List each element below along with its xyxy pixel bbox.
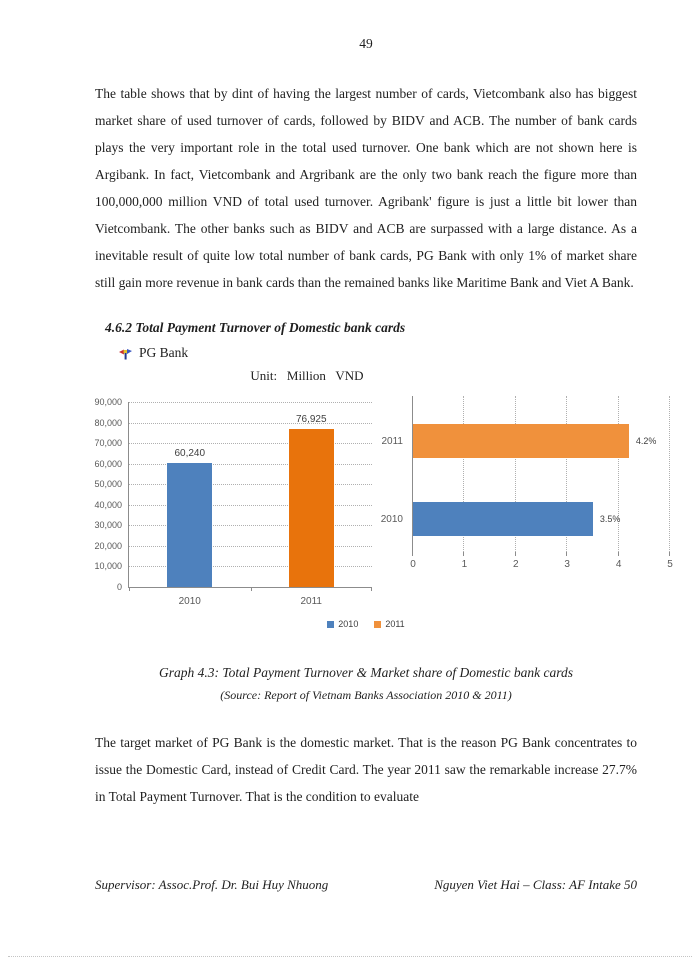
marketshare-chart-plot: 0 1 2 3 4 5 4.2% 3.5% — [410, 396, 673, 570]
gridline — [129, 463, 372, 465]
bar-2011 — [413, 424, 629, 458]
x-axis-tick-label: 3 — [564, 559, 570, 570]
marketshare-chart-categories: 2011 2010 — [375, 396, 408, 552]
gridline — [566, 396, 568, 552]
category-label: 2011 — [300, 596, 322, 607]
legend-swatch — [374, 620, 382, 628]
paragraph-bottom: The target market of PG Bank is the dome… — [95, 735, 637, 804]
gridline — [617, 396, 619, 552]
gridline — [129, 504, 372, 506]
category-label: 2010 — [380, 514, 403, 525]
page-boundary-dotted-line — [8, 956, 692, 957]
turnover-chart-plot: 60,240 2010 76,925 2011 — [128, 402, 372, 607]
gridline — [129, 545, 372, 547]
x-axis-tick-label: 4 — [615, 559, 622, 570]
bar-value-label: 4.2% — [635, 436, 657, 446]
y-axis-tick-label: 20,000 — [94, 540, 122, 551]
gridline — [129, 443, 372, 445]
bar-2011 — [288, 428, 334, 587]
y-axis-tick-label: 80,000 — [94, 417, 122, 428]
legend-item: 2010 — [327, 619, 358, 629]
bar-value-label: 60,240 — [174, 448, 206, 460]
footer-supervisor: Supervisor: Assoc.Prof. Dr. Bui Huy Nhuo… — [95, 877, 329, 892]
category-label: 2010 — [178, 596, 201, 607]
legend-label: 2011 — [385, 619, 405, 629]
x-axis-tick-label: 0 — [410, 559, 416, 570]
gridline — [129, 422, 372, 424]
gridline — [129, 484, 372, 486]
graph-caption: Graph 4.3: Total Payment Turnover & Mark… — [159, 665, 573, 680]
pgbank-label: PG Bank — [139, 345, 189, 360]
x-axis-tickmark — [566, 552, 568, 556]
y-axis-tick-label: 30,000 — [94, 520, 122, 531]
x-axis-tickmark — [371, 587, 372, 591]
pgbank-bullet-line: PG Bank — [119, 345, 637, 361]
gridline — [129, 525, 372, 527]
section-heading: 4.6.2 Total Payment Turnover of Domestic… — [105, 320, 406, 335]
graph-caption-source: (Source: Report of Vietnam Banks Associa… — [220, 688, 512, 702]
bar-value-label: 76,925 — [295, 413, 327, 425]
gridline — [129, 402, 372, 403]
charts-row: 0 10,000 20,000 30,000 40,000 50,000 60,000 70,… — [90, 394, 675, 617]
legend-label: 2010 — [338, 619, 359, 629]
gridline — [669, 396, 670, 552]
x-axis-tick-label: 5 — [667, 559, 673, 570]
x-axis-tick-label: 1 — [461, 559, 468, 570]
y-axis-tick-label: 90,000 — [94, 397, 122, 407]
bar-value-label: 3.5% — [599, 514, 621, 524]
y-axis-tick-label: 10,000 — [94, 561, 122, 572]
y-axis-tick-label: 0 — [116, 582, 122, 592]
turnover-bar-chart: 0 10,000 20,000 30,000 40,000 50,000 60,000 70,… — [90, 394, 373, 617]
paragraph-top: The table shows that by dint of having t… — [95, 86, 637, 290]
flower-bullet-icon — [119, 347, 132, 360]
page-number: 49 — [359, 36, 373, 51]
x-axis-tickmark — [669, 552, 670, 556]
x-axis-tick-label: 2 — [513, 559, 519, 570]
turnover-chart-yaxis: 0 10,000 20,000 30,000 40,000 50,000 60,000 70,… — [90, 397, 124, 592]
x-axis-tickmark — [250, 587, 252, 591]
footer-author: Nguyen Viet Hai – Class: AF Intake 50 — [434, 877, 637, 892]
y-axis-tick-label: 50,000 — [94, 479, 122, 490]
page-footer: Supervisor: Assoc.Prof. Dr. Bui Huy Nhuo… — [95, 877, 637, 893]
x-axis-tickmark — [412, 552, 413, 556]
x-axis-tickmark — [514, 552, 516, 556]
x-axis-tickmark — [129, 587, 130, 591]
chart-unit-label: Unit: Million VND — [250, 368, 364, 383]
gridline — [463, 396, 465, 552]
gridline — [129, 566, 372, 568]
chart-legend: 2010 2011 — [95, 619, 637, 629]
category-label: 2011 — [381, 436, 403, 447]
x-axis-tickmark — [463, 552, 465, 556]
x-axis-tickmark — [617, 552, 619, 556]
bar-2010 — [413, 502, 593, 536]
y-axis-tick-label: 60,000 — [94, 458, 122, 469]
bar-2010 — [167, 463, 213, 587]
y-axis-tick-label: 40,000 — [94, 499, 122, 510]
gridline — [514, 396, 516, 552]
legend-swatch — [327, 620, 335, 628]
legend-item: 2011 — [374, 619, 405, 629]
y-axis-tick-label: 70,000 — [94, 438, 122, 449]
marketshare-bar-chart: 2011 2010 0 1 2 3 4 5 4.2% 3.5% — [375, 394, 675, 580]
